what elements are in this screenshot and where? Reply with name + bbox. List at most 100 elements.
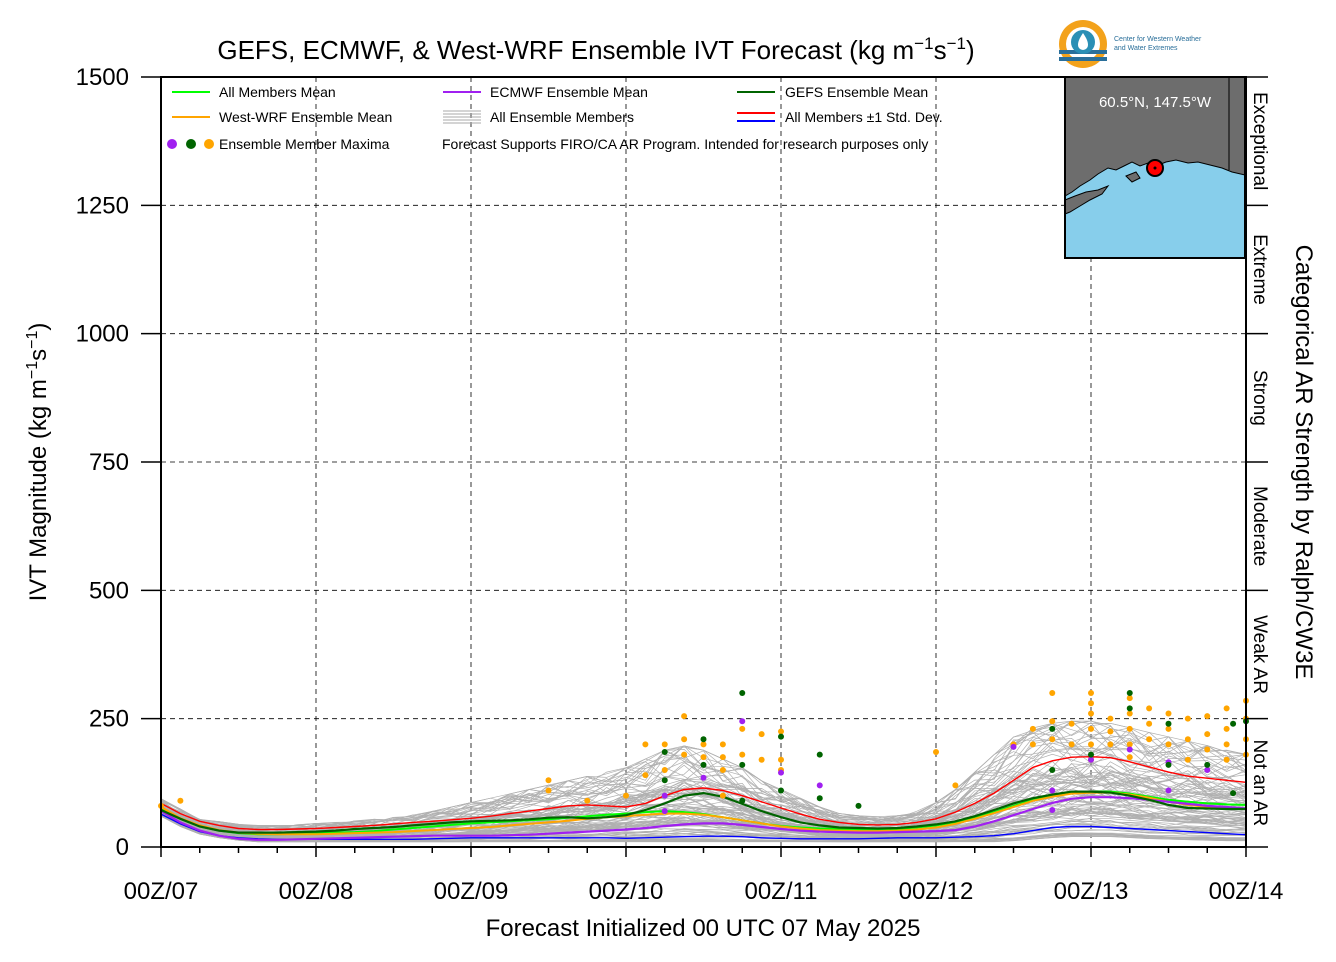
maxima-point-westwrf — [1165, 710, 1172, 717]
maxima-point-westwrf — [661, 767, 668, 773]
legend-label-westwrf: West-WRF Ensemble Mean — [219, 109, 392, 125]
ensemble-member-line — [160, 727, 1247, 829]
category-label: Extreme — [1249, 234, 1270, 305]
maxima-point-gefs — [661, 749, 668, 756]
maxima-point-westwrf — [1204, 746, 1211, 753]
maxima-point-westwrf — [661, 741, 668, 748]
y-tick-label: 1500 — [76, 64, 129, 91]
maxima-point-westwrf — [681, 751, 688, 758]
maxima-point-westwrf — [1068, 720, 1075, 727]
maxima-point-westwrf — [1126, 754, 1133, 761]
member-maxima-points — [158, 690, 1249, 815]
x-axis: 00Z/07 00Z/08 00Z/09 00Z/10 00Z/11 00Z/12 00Z/… — [124, 847, 1283, 905]
y-tick-label: 500 — [89, 577, 129, 604]
maxima-point-westwrf — [1146, 705, 1153, 712]
maxima-point-westwrf — [1165, 741, 1172, 748]
maxima-point-westwrf — [1223, 725, 1230, 732]
maxima-point-gefs — [661, 777, 668, 784]
maxima-point-westwrf — [719, 741, 726, 748]
maxima-point-westwrf — [1088, 741, 1094, 748]
legend-label-gefs: GEFS Ensemble Mean — [785, 84, 928, 100]
x-axis-title: Forecast Initialized 00 UTC 07 May 2025 — [486, 915, 921, 942]
ensemble-member-line — [160, 815, 1247, 842]
maxima-point-westwrf — [1184, 715, 1191, 722]
legend: All Members Mean West-WRF Ensemble Mean … — [167, 84, 943, 152]
logo-text-line2: and Water Extremes — [1114, 45, 1178, 52]
legend-label-all-mean: All Members Mean — [219, 84, 336, 100]
maxima-point-westwrf — [1126, 710, 1133, 717]
category-label: Weak AR — [1249, 615, 1270, 694]
legend-maxima-green — [186, 139, 196, 149]
maxima-point-westwrf — [623, 792, 629, 799]
ensemble-member-line — [160, 748, 1247, 833]
maxima-point-westwrf — [1029, 725, 1036, 732]
legend-label-members: All Ensemble Members — [490, 109, 634, 125]
maxima-point-gefs — [739, 797, 746, 804]
maxima-point-westwrf — [952, 782, 959, 789]
x-tick-label: 00Z/13 — [1054, 878, 1129, 905]
maxima-point-westwrf — [681, 713, 688, 720]
maxima-point-westwrf — [1223, 741, 1230, 748]
ensemble-member-line — [160, 815, 1246, 843]
maxima-point-westwrf — [1126, 695, 1133, 702]
maxima-point-westwrf — [778, 728, 784, 735]
y-tick-label: 1000 — [76, 321, 129, 348]
legend-maxima-orange — [204, 139, 214, 149]
ensemble-member-line — [160, 783, 1247, 837]
category-label: Strong — [1249, 370, 1270, 426]
maxima-point-ecmwf — [1126, 746, 1133, 753]
maxima-point-ecmwf — [1049, 787, 1056, 794]
maxima-point-westwrf — [1165, 725, 1172, 732]
maxima-point-gefs — [1165, 720, 1172, 727]
legend-label-maxima: Ensemble Member Maxima — [219, 136, 390, 152]
maxima-point-ecmwf — [1049, 807, 1056, 814]
maxima-point-westwrf — [1088, 700, 1094, 707]
y-axis: 0 250 500 750 1000 1250 1500 — [76, 64, 161, 861]
maxima-point-ecmwf — [700, 774, 707, 781]
maxima-point-westwrf — [1029, 741, 1036, 748]
maxima-point-westwrf — [739, 751, 746, 758]
series-lines — [160, 755, 1247, 841]
maxima-point-ecmwf — [816, 782, 823, 789]
inset-map-island — [1125, 171, 1141, 183]
maxima-point-gefs — [816, 751, 823, 758]
maxima-point-gefs — [1049, 767, 1056, 773]
maxima-point-westwrf — [1068, 741, 1075, 748]
right-category-axis: Not an AR Weak AR Moderate Strong Extreme Exc… — [1246, 76, 1270, 848]
x-tick-label: 00Z/07 — [124, 878, 199, 905]
logo-text-line1: Center for Western Weather — [1114, 36, 1202, 43]
maxima-point-westwrf — [719, 767, 726, 773]
maxima-point-gefs — [1230, 720, 1237, 727]
category-label: Not an AR — [1249, 740, 1270, 827]
maxima-point-westwrf — [1146, 720, 1153, 727]
maxima-point-westwrf — [700, 741, 707, 748]
maxima-point-ecmwf — [1165, 787, 1172, 794]
maxima-point-gefs — [700, 736, 707, 743]
maxima-point-gefs — [739, 761, 746, 768]
ensemble-member-line — [160, 815, 1247, 842]
legend-disclaimer: Forecast Supports FIRO/CA AR Program. In… — [442, 136, 928, 152]
maxima-point-westwrf — [1107, 728, 1114, 735]
maxima-point-ecmwf — [1204, 767, 1211, 773]
legend-swatch-members — [443, 110, 481, 124]
ensemble-member-line — [160, 720, 1247, 828]
maxima-point-westwrf — [1146, 736, 1153, 743]
maxima-point-westwrf — [1126, 725, 1133, 732]
maxima-point-westwrf — [1088, 710, 1094, 717]
maxima-point-westwrf — [1107, 715, 1114, 722]
maxima-point-gefs — [1126, 705, 1133, 712]
maxima-point-westwrf — [1223, 705, 1230, 712]
y-axis-title: IVT Magnitude (kg m−1s−1) — [24, 323, 52, 602]
maxima-point-westwrf — [1107, 741, 1114, 748]
maxima-point-westwrf — [1049, 718, 1056, 725]
inset-map-frame — [1064, 76, 1246, 259]
inset-map-peninsula — [1064, 184, 1110, 215]
category-label: Exceptional — [1249, 92, 1270, 190]
maxima-point-gefs — [1230, 790, 1237, 797]
maxima-point-westwrf — [1204, 713, 1211, 720]
maxima-point-ecmwf — [1088, 756, 1094, 763]
legend-label-ecmwf: ECMWF Ensemble Mean — [490, 84, 648, 100]
maxima-point-westwrf — [1049, 690, 1056, 696]
maxima-point-ecmwf — [1010, 743, 1017, 750]
